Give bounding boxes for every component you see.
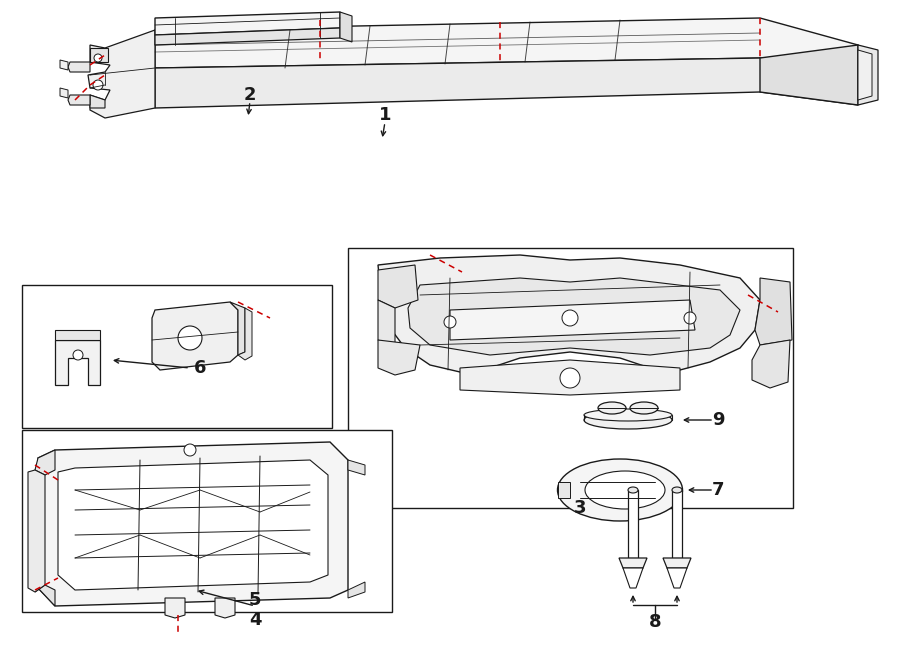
Ellipse shape [672,487,682,493]
Polygon shape [408,278,740,355]
Circle shape [684,312,696,324]
Polygon shape [378,300,395,348]
Bar [348,248,793,508]
Ellipse shape [584,411,672,429]
Polygon shape [663,558,691,568]
Polygon shape [155,12,340,35]
Polygon shape [155,18,858,72]
Polygon shape [35,450,55,475]
Bar [22,430,392,612]
Polygon shape [152,302,238,370]
Circle shape [73,350,83,360]
Text: 5: 5 [248,591,261,609]
Polygon shape [60,88,68,98]
Circle shape [562,310,578,326]
Ellipse shape [584,409,672,421]
Polygon shape [460,360,680,395]
Polygon shape [378,255,760,372]
Ellipse shape [628,487,638,493]
Polygon shape [378,265,418,308]
Ellipse shape [630,402,658,414]
Text: 9: 9 [712,411,724,429]
Polygon shape [28,470,45,592]
Polygon shape [348,582,365,598]
Polygon shape [215,598,235,618]
Text: 3: 3 [574,499,586,517]
Polygon shape [760,45,858,105]
Polygon shape [558,482,570,498]
Polygon shape [858,50,872,100]
Polygon shape [55,340,100,385]
Text: 6: 6 [194,359,206,377]
Bar [628,490,638,558]
Text: 1: 1 [379,106,392,124]
Text: 4: 4 [248,611,261,629]
Circle shape [94,54,102,62]
Ellipse shape [598,402,626,414]
Circle shape [184,444,196,456]
Circle shape [560,368,580,388]
Polygon shape [90,48,108,62]
Polygon shape [155,58,858,108]
Text: 7: 7 [712,481,724,499]
Ellipse shape [585,471,665,509]
Polygon shape [619,558,647,568]
Polygon shape [667,568,687,588]
Polygon shape [68,95,90,105]
Bar [22,285,332,428]
Polygon shape [165,598,185,618]
Polygon shape [38,442,348,606]
Polygon shape [623,568,643,588]
Polygon shape [450,300,695,340]
Polygon shape [35,585,55,606]
Polygon shape [340,12,352,42]
Polygon shape [68,62,90,72]
Polygon shape [348,460,365,475]
Polygon shape [155,28,340,45]
Polygon shape [755,278,792,345]
Circle shape [444,316,456,328]
Circle shape [93,80,103,90]
Polygon shape [858,45,878,105]
Polygon shape [230,302,245,355]
Polygon shape [752,340,790,388]
Polygon shape [378,340,420,375]
Polygon shape [60,60,68,70]
Polygon shape [58,460,328,590]
Bar [672,490,682,558]
Circle shape [178,326,202,350]
Polygon shape [238,308,252,360]
Polygon shape [55,330,100,340]
Ellipse shape [557,459,682,521]
Polygon shape [88,30,155,118]
Polygon shape [90,95,105,108]
Text: 2: 2 [244,86,256,104]
Text: 8: 8 [649,613,662,631]
